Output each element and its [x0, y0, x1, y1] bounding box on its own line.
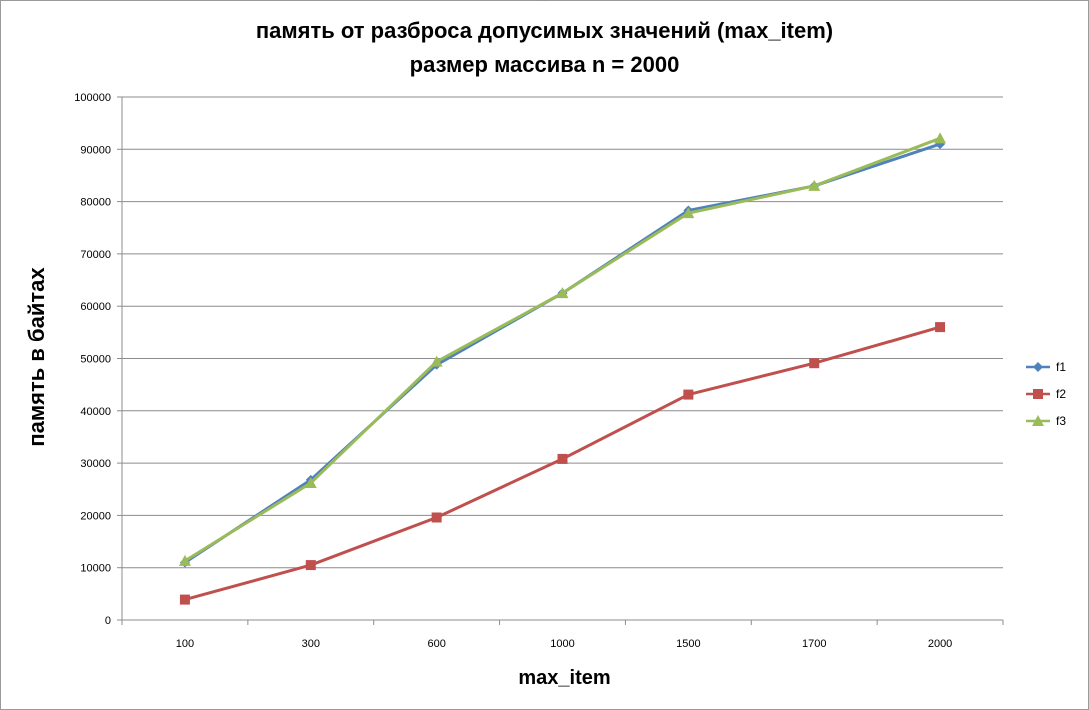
- data-point-f3: [430, 355, 443, 367]
- legend-item-f1: f1: [1026, 358, 1086, 385]
- series-line-f1: [184, 142, 941, 564]
- y-tick-label: 80000: [80, 197, 111, 209]
- data-point-f3: [934, 132, 947, 144]
- chart-subtitle: размер массива n = 2000: [409, 52, 680, 77]
- y-tick-label: 30000: [80, 458, 111, 470]
- data-point-f3: [808, 179, 821, 191]
- x-tick-label: 600: [427, 638, 445, 650]
- x-tick-label: 2000: [928, 638, 952, 650]
- x-axis-label: max_item: [518, 667, 611, 689]
- data-point-f3: [682, 207, 695, 219]
- legend: f1 f2 f3: [1026, 358, 1086, 439]
- data-point-f2: [179, 594, 190, 605]
- y-tick-label: 50000: [80, 354, 111, 366]
- y-tick-label: 40000: [80, 406, 111, 418]
- data-point-f3: [304, 476, 317, 488]
- data-point-f2: [305, 560, 316, 571]
- legend-label: f3: [1056, 414, 1067, 428]
- legend-item-f3: f3: [1026, 412, 1086, 439]
- data-point-f3: [178, 554, 191, 566]
- legend-label: f1: [1056, 360, 1067, 374]
- data-point-f2: [557, 453, 568, 464]
- y-tick-label: 90000: [80, 144, 111, 156]
- x-tick-label: 100: [176, 638, 194, 650]
- resize-handle[interactable]: ····: [537, 0, 549, 4]
- y-tick-label: 10000: [80, 563, 111, 575]
- legend-label: f2: [1056, 387, 1067, 401]
- y-tick-label: 0: [105, 615, 111, 627]
- data-point-f3: [556, 287, 569, 299]
- y-tick-label: 70000: [80, 249, 111, 261]
- y-tick-label: 60000: [80, 301, 111, 313]
- data-point-f2: [683, 389, 694, 400]
- x-tick-label: 300: [302, 638, 320, 650]
- legend-item-f2: f2: [1026, 385, 1086, 412]
- data-point-f2: [431, 512, 442, 523]
- y-tick-label: 20000: [80, 510, 111, 522]
- x-tick-label: 1500: [676, 638, 700, 650]
- legend-swatch: [1026, 362, 1050, 372]
- y-axis-label: память в байтах: [24, 267, 49, 447]
- legend-marker: [1033, 389, 1043, 399]
- legend-marker: [1033, 362, 1043, 372]
- y-tick-label: 100000: [74, 92, 111, 104]
- x-tick-label: 1000: [550, 638, 574, 650]
- data-point-f2: [809, 358, 820, 369]
- chart-title: память от разброса допусимых значений (m…: [255, 18, 834, 43]
- legend-swatch: [1026, 389, 1050, 399]
- legend-swatch: [1026, 415, 1050, 426]
- legend-marker: [1032, 415, 1044, 426]
- data-point-f2: [935, 322, 946, 333]
- x-tick-label: 1700: [802, 638, 826, 650]
